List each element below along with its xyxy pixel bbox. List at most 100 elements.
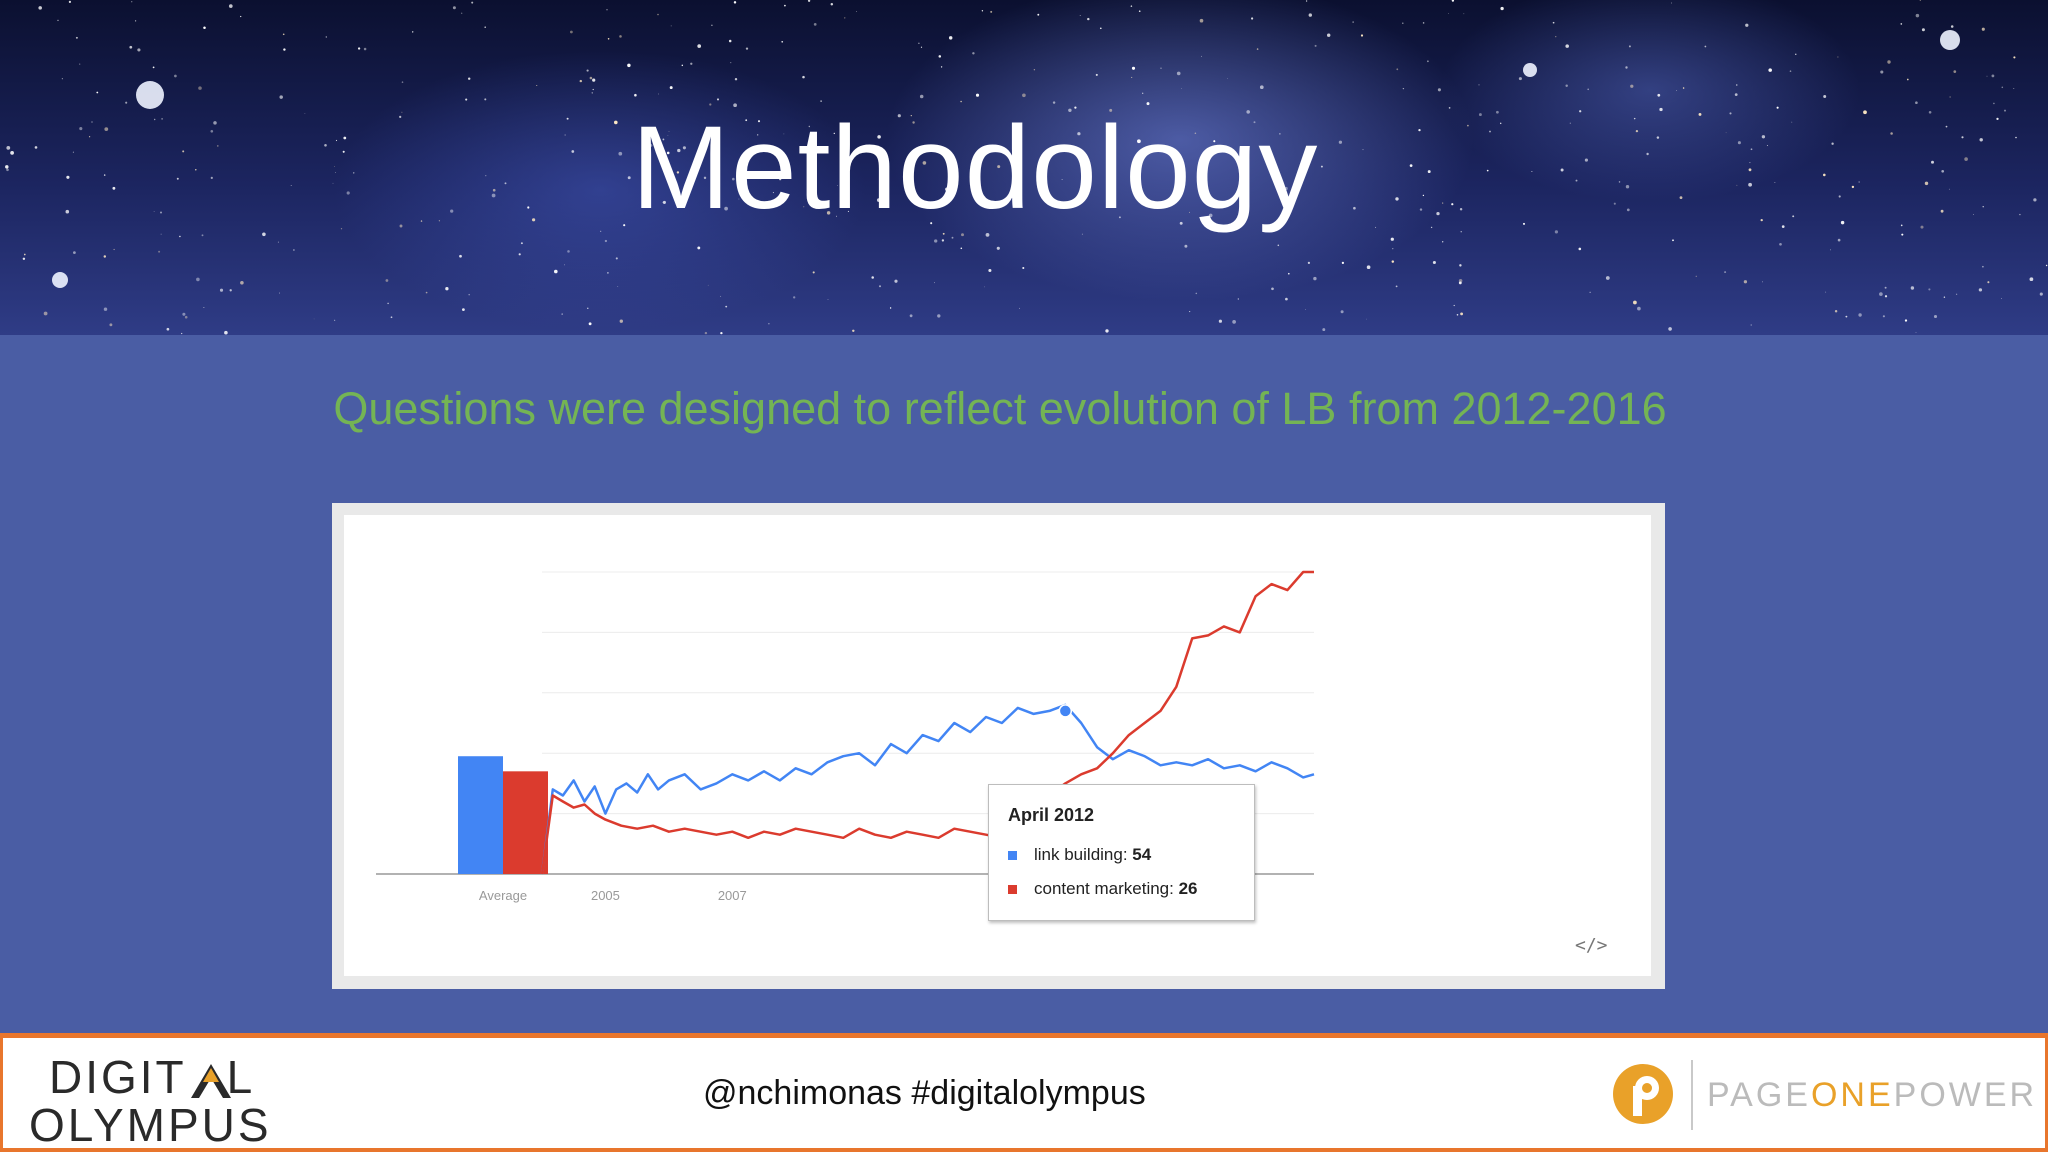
star [1395,197,1399,201]
star [997,165,1001,169]
star [1840,220,1845,225]
star [1837,238,1841,242]
star [1579,110,1582,113]
star [1565,44,1569,48]
star [1626,208,1630,212]
star [1964,157,1968,161]
star [2001,86,2004,89]
star [1232,320,1236,324]
star [1253,121,1256,124]
star [733,103,737,108]
star [1256,48,1259,50]
star [1201,55,1202,57]
star [492,188,496,192]
digital-olympus-logo: DIGIT L OLYMPUS [29,1046,299,1151]
star [783,133,785,135]
tooltip-value: 26 [1178,879,1198,898]
star [845,146,850,151]
star [1948,188,1950,190]
star [812,271,815,274]
star [153,211,155,212]
star [152,66,155,69]
star [1993,102,1995,105]
star [131,1,133,3]
star [1646,152,1649,156]
star [1320,165,1323,168]
star [690,62,693,65]
star [1950,25,1954,28]
star [803,206,805,208]
star [1945,125,1948,128]
star [240,15,242,18]
star [468,293,470,296]
star [634,93,637,97]
star [743,157,746,159]
star [920,46,923,48]
star [213,121,217,125]
code-embed-icon[interactable]: </> [1575,935,1608,956]
star [401,111,403,113]
star [942,232,945,235]
star [1418,128,1421,132]
wordmark-one: ONE [1810,1076,1894,1114]
star [1884,295,1888,298]
social-handle: @nchimonas #digitalolympus [703,1074,1146,1112]
star [1500,6,1504,11]
star [808,125,810,128]
star [96,91,99,94]
star [1743,280,1748,284]
star [918,42,920,44]
star [607,38,610,40]
star [871,276,874,279]
star [894,279,898,283]
star [343,136,347,140]
star [667,135,669,136]
star [1213,140,1216,143]
legend-swatch-red [1008,885,1017,895]
star [1068,108,1072,113]
star [1396,68,1399,71]
star [1633,117,1636,120]
star [1176,71,1181,76]
star [1890,132,1893,135]
star [945,187,949,192]
star [1109,108,1113,112]
star [1762,281,1763,283]
star [579,79,583,83]
star [465,98,468,101]
logo-divider [1691,1060,1693,1130]
star [22,257,26,261]
star [1327,33,1331,37]
star [176,177,179,180]
star [5,165,9,169]
star [670,25,672,27]
star [1518,77,1522,81]
star [1781,225,1785,228]
star [1131,76,1133,78]
star [586,69,589,72]
star [1955,293,1958,295]
star [1670,2,1673,4]
star [471,1,474,4]
star [1880,70,1884,74]
star [669,86,673,90]
star [666,151,670,155]
star [843,135,847,139]
star [784,4,786,7]
star [277,241,279,243]
star [1142,92,1144,94]
star [1589,291,1591,293]
star [1180,88,1182,90]
star [1366,265,1371,270]
star [566,117,569,120]
star [2015,136,2017,139]
star [716,98,720,101]
star [1569,122,1571,124]
star [1432,260,1436,265]
star [182,312,186,316]
star [2019,213,2021,216]
star [934,239,938,243]
tooltip-title: April 2012 [1008,805,1095,825]
star [1635,129,1639,133]
star [1858,313,1862,317]
